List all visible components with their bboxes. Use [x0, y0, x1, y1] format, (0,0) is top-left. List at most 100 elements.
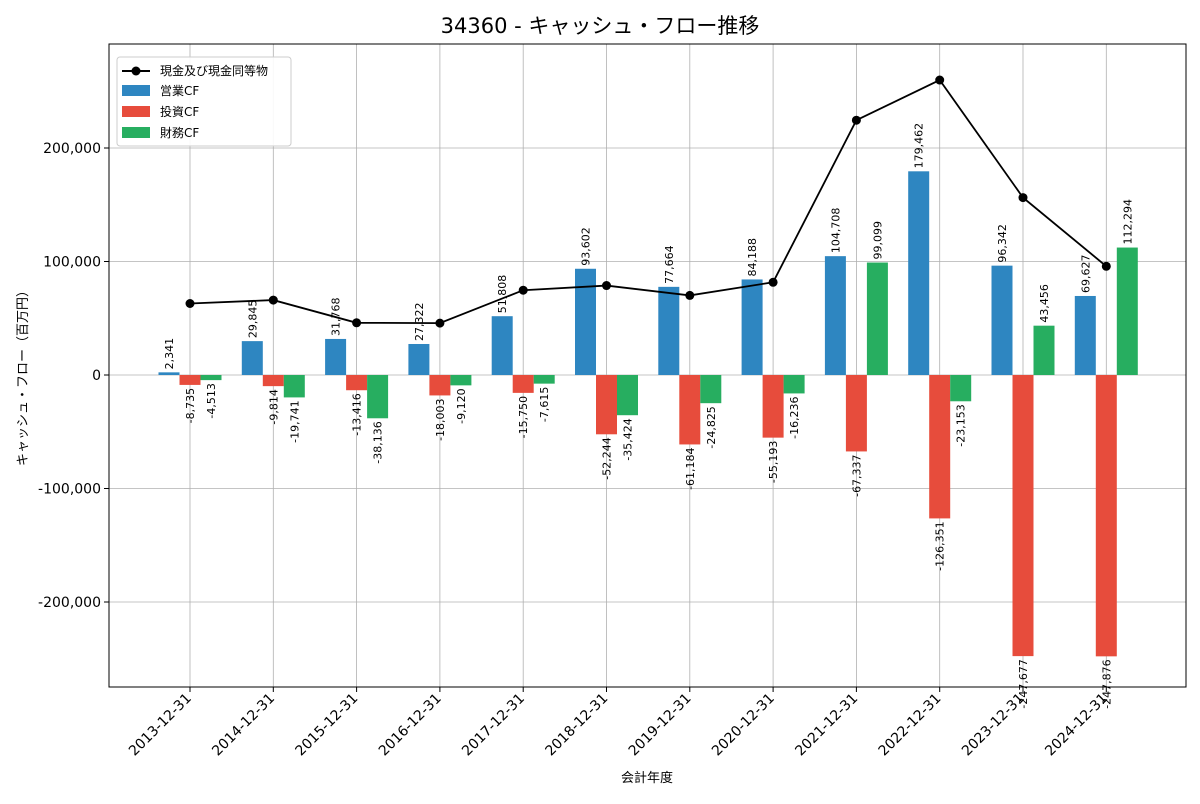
- legend: 現金及び現金同等物 営業CF 投資CF 財務CF: [116, 56, 292, 147]
- investing-cf-bar: [262, 375, 284, 387]
- investing-cf-bar: [929, 375, 951, 519]
- cash-point: [435, 318, 445, 328]
- financing-cf-value-label: -24,825: [705, 406, 718, 448]
- operating-cf-value-label: 29,845: [246, 300, 259, 339]
- x-tick-label: 2016-12-31: [376, 691, 445, 760]
- cash-point: [185, 298, 195, 308]
- investing-cf-value-label: -18,003: [434, 398, 447, 440]
- x-tick-label: 2014-12-31: [209, 691, 278, 760]
- financing-cf-value-label: -19,741: [288, 400, 301, 442]
- investing-cf-bar: [429, 375, 451, 396]
- financing-cf-value-label: 43,456: [1038, 284, 1051, 323]
- operating-cf-value-label: 96,342: [996, 224, 1009, 263]
- operating-cf-value-label: 51,808: [496, 275, 509, 314]
- investing-cf-bar: [679, 375, 701, 445]
- cash-point: [935, 75, 945, 85]
- operating-cf-bar: [1074, 295, 1096, 375]
- operating-cf-value-label: 69,627: [1079, 254, 1092, 293]
- operating-cf-bar: [491, 316, 513, 375]
- legend-swatch-marker: [131, 66, 141, 76]
- operating-cf-bar: [824, 256, 846, 375]
- financing-cf-bar: [533, 375, 555, 384]
- financing-cf-bar: [1033, 325, 1055, 375]
- x-tick-label: 2018-12-31: [542, 691, 611, 760]
- operating-cf-bar: [325, 338, 347, 375]
- investing-cf-value-label: -67,337: [850, 454, 863, 496]
- y-tick-label: -100,000: [38, 482, 101, 498]
- operating-cf-bar: [741, 279, 763, 375]
- financing-cf-value-label: -7,615: [538, 387, 551, 422]
- y-tick-label: 200,000: [43, 141, 101, 157]
- cash-point: [685, 290, 695, 300]
- legend-label-operating: 営業CF: [160, 84, 199, 98]
- cash-point: [352, 318, 362, 328]
- investing-cf-value-label: -8,735: [184, 388, 197, 423]
- y-tick-label: -200,000: [38, 595, 101, 611]
- financing-cf-bar: [200, 375, 222, 381]
- cash-point: [1101, 261, 1111, 271]
- x-tick-label: 2024-12-31: [1042, 691, 1111, 760]
- grid-layer: [109, 44, 1186, 687]
- operating-cf-value-label: 31,768: [330, 297, 343, 336]
- financing-cf-value-label: 99,099: [871, 221, 884, 260]
- legend-label-investing: 投資CF: [160, 104, 199, 119]
- operating-cf-bar: [241, 341, 263, 375]
- y-tick-label: 0: [92, 368, 101, 384]
- x-axis-label: 会計年度: [621, 770, 673, 786]
- investing-cf-value-label: -55,193: [767, 441, 780, 483]
- financing-cf-value-label: -16,236: [788, 396, 801, 438]
- legend-swatch-operating: [122, 85, 150, 96]
- data-labels-layer: 2,341 29,845 31,768 27,322 51,808 93,602 77,66…: [163, 123, 1134, 709]
- operating-cf-value-label: 27,322: [413, 302, 426, 341]
- legend-swatch-financing: [122, 127, 150, 138]
- operating-cf-value-label: 84,188: [746, 238, 759, 277]
- investing-cf-value-label: -247,677: [1017, 659, 1030, 708]
- cash-point: [768, 277, 778, 287]
- cash-point: [1018, 193, 1028, 203]
- operating-cf-value-label: 93,602: [580, 227, 593, 266]
- financing-cf-bar: [783, 375, 805, 394]
- financing-cf-value-label: -38,136: [372, 421, 385, 463]
- investing-cf-value-label: -13,416: [351, 393, 364, 435]
- x-tick-label: 2013-12-31: [126, 691, 195, 760]
- y-tick-label: 100,000: [43, 255, 101, 271]
- x-tick-label: 2019-12-31: [626, 691, 695, 760]
- financing-cf-value-label: -9,120: [455, 388, 468, 423]
- financing-cf-bar: [617, 375, 638, 416]
- x-tick-label: 2021-12-31: [792, 691, 861, 760]
- investing-cf-bar: [845, 375, 867, 452]
- bars-layer: [158, 171, 1138, 657]
- financing-cf-value-label: -35,424: [622, 418, 635, 460]
- x-tick-label: 2023-12-31: [959, 691, 1028, 760]
- operating-cf-value-label: 77,664: [663, 245, 676, 284]
- cash-line: [189, 78, 1107, 325]
- investing-cf-bar: [179, 375, 201, 385]
- y-axis-label: キャッシュ・フロー（百万円）: [16, 284, 31, 466]
- investing-cf-bar: [1095, 375, 1117, 657]
- investing-cf-bar: [596, 375, 617, 435]
- operating-cf-bar: [408, 343, 430, 375]
- plot-frame: [108, 43, 1187, 688]
- cash-point: [268, 295, 278, 305]
- investing-cf-bar: [512, 375, 534, 393]
- financing-cf-value-label: -4,513: [205, 383, 218, 418]
- operating-cf-bar: [908, 171, 930, 375]
- financing-cf-bar: [1116, 247, 1138, 375]
- operating-cf-value-label: 179,462: [913, 123, 926, 169]
- financing-cf-value-label: 112,294: [1121, 199, 1134, 245]
- financing-cf-bar: [866, 262, 888, 375]
- legend-label-cash: 現金及び現金同等物: [160, 63, 268, 78]
- operating-cf-bar: [575, 268, 596, 375]
- chart-title: 34360 - キャッシュ・フロー推移: [441, 14, 760, 38]
- investing-cf-value-label: -247,876: [1100, 659, 1113, 708]
- operating-cf-bar: [991, 265, 1013, 375]
- cash-point: [851, 115, 861, 125]
- investing-cf-bar: [346, 375, 368, 391]
- financing-cf-value-label: -23,153: [955, 404, 968, 446]
- operating-cf-bar: [158, 372, 180, 375]
- financing-cf-bar: [367, 375, 389, 419]
- operating-cf-bar: [658, 286, 680, 375]
- operating-cf-value-label: 2,341: [163, 338, 176, 370]
